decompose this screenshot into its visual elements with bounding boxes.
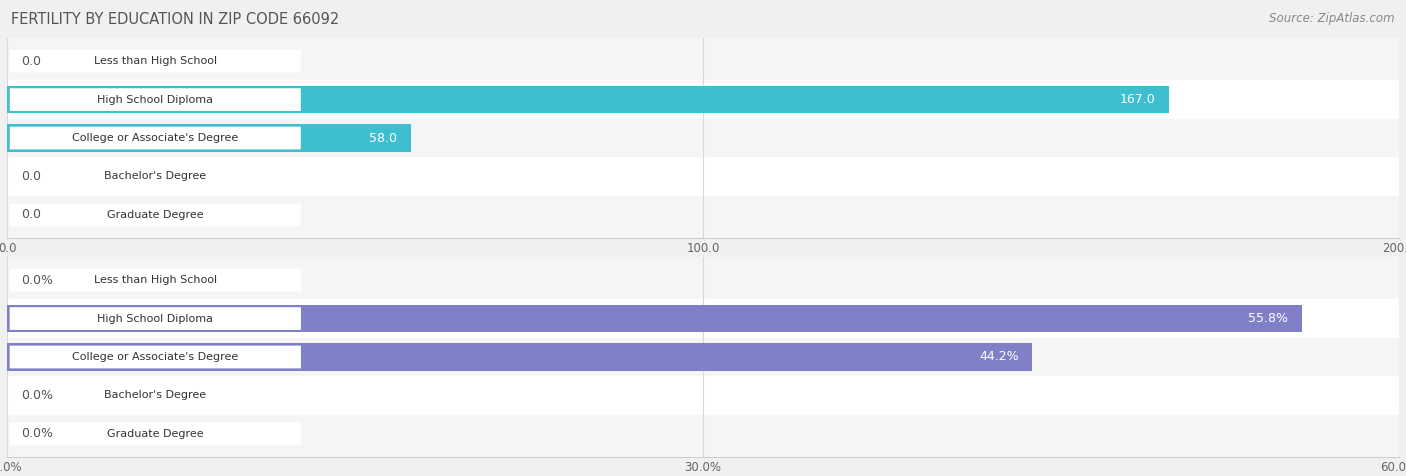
FancyBboxPatch shape: [10, 165, 301, 188]
Text: High School Diploma: High School Diploma: [97, 95, 214, 105]
FancyBboxPatch shape: [10, 423, 301, 445]
Text: College or Associate's Degree: College or Associate's Degree: [72, 352, 239, 362]
Bar: [7, 42, 1399, 80]
Bar: [7, 157, 1399, 196]
Text: Source: ZipAtlas.com: Source: ZipAtlas.com: [1270, 12, 1395, 25]
Bar: [7, 415, 1399, 453]
FancyBboxPatch shape: [10, 88, 301, 111]
Text: 58.0: 58.0: [368, 131, 396, 145]
Text: 0.0%: 0.0%: [21, 389, 53, 402]
Text: 0.0: 0.0: [21, 170, 41, 183]
Bar: [7, 343, 1032, 371]
Text: 167.0: 167.0: [1119, 93, 1156, 106]
Text: Bachelor's Degree: Bachelor's Degree: [104, 390, 207, 400]
Text: Graduate Degree: Graduate Degree: [107, 210, 204, 220]
FancyBboxPatch shape: [10, 269, 301, 291]
Bar: [7, 299, 1399, 338]
Text: Less than High School: Less than High School: [94, 275, 217, 285]
Bar: [7, 261, 1399, 299]
FancyBboxPatch shape: [10, 384, 301, 407]
Bar: [7, 305, 1302, 332]
Text: 55.8%: 55.8%: [1247, 312, 1288, 325]
Text: 0.0: 0.0: [21, 55, 41, 68]
Bar: [7, 119, 1399, 157]
Bar: [7, 124, 411, 152]
Bar: [7, 80, 1399, 119]
Text: Bachelor's Degree: Bachelor's Degree: [104, 171, 207, 181]
Bar: [7, 86, 1170, 113]
Text: 0.0: 0.0: [21, 208, 41, 221]
Text: 0.0%: 0.0%: [21, 274, 53, 287]
Text: Graduate Degree: Graduate Degree: [107, 429, 204, 439]
Bar: [7, 196, 1399, 234]
Text: FERTILITY BY EDUCATION IN ZIP CODE 66092: FERTILITY BY EDUCATION IN ZIP CODE 66092: [11, 12, 339, 27]
Bar: [7, 376, 1399, 415]
FancyBboxPatch shape: [10, 307, 301, 330]
FancyBboxPatch shape: [10, 127, 301, 149]
Text: 44.2%: 44.2%: [979, 350, 1018, 364]
FancyBboxPatch shape: [10, 346, 301, 368]
FancyBboxPatch shape: [10, 204, 301, 226]
FancyBboxPatch shape: [10, 50, 301, 72]
Text: High School Diploma: High School Diploma: [97, 314, 214, 324]
Text: College or Associate's Degree: College or Associate's Degree: [72, 133, 239, 143]
Text: Less than High School: Less than High School: [94, 56, 217, 66]
Text: 0.0%: 0.0%: [21, 427, 53, 440]
Bar: [7, 338, 1399, 376]
